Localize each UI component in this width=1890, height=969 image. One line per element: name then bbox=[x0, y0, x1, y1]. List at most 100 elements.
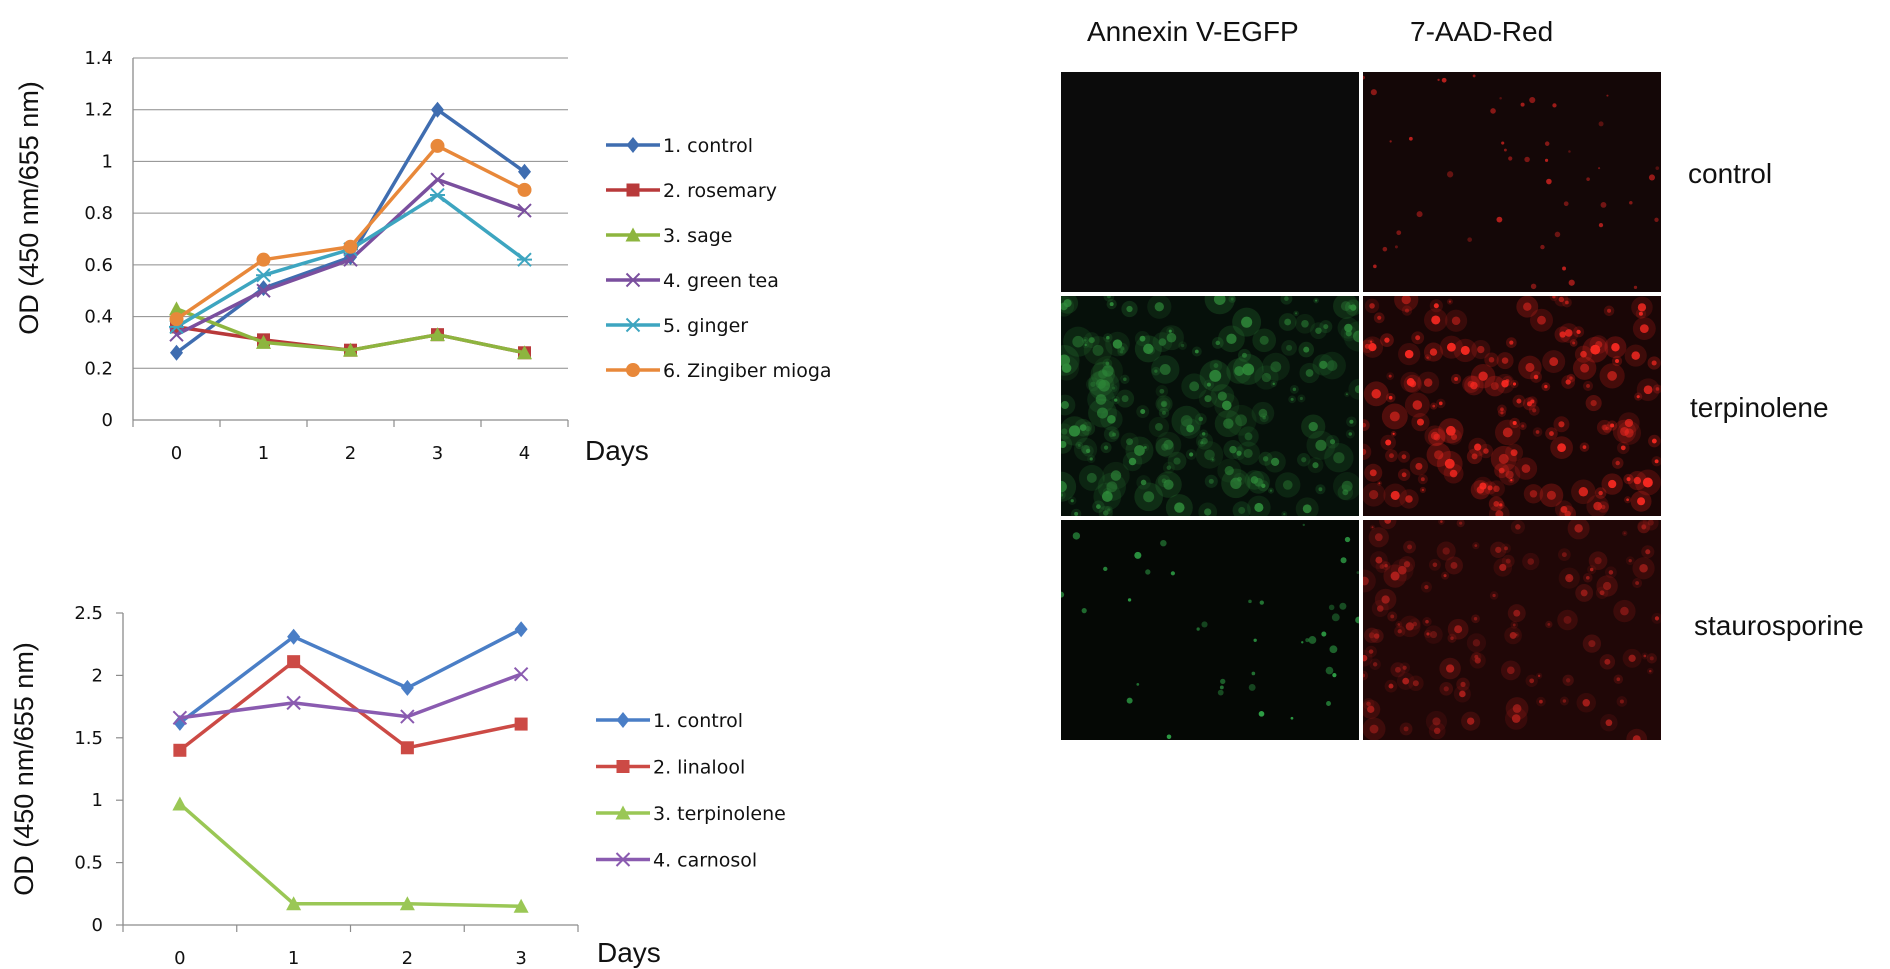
legend-marker bbox=[626, 363, 640, 377]
data-point bbox=[517, 252, 532, 267]
data-point bbox=[431, 101, 444, 118]
legend-marker bbox=[626, 183, 640, 197]
legend-label: 4. green tea bbox=[663, 270, 779, 292]
row-label-staurosporine: staurosporine bbox=[1694, 610, 1864, 641]
micrograph-control-red bbox=[1363, 72, 1661, 292]
data-point bbox=[343, 342, 358, 357]
micrograph-control-green bbox=[1061, 72, 1359, 292]
y-tick-label: 0.8 bbox=[84, 203, 113, 224]
y-tick-label: 0.4 bbox=[84, 307, 113, 328]
data-point bbox=[343, 239, 358, 254]
x-tick-label: 3 bbox=[432, 443, 443, 464]
legend-entry: 1. control bbox=[596, 710, 743, 732]
x-axis-title: Days bbox=[585, 435, 649, 466]
legend-marker bbox=[616, 760, 630, 773]
data-point bbox=[430, 172, 445, 187]
y-tick-label: 1.2 bbox=[84, 100, 113, 121]
x-tick-label: 0 bbox=[171, 443, 182, 464]
legend-label: 1. control bbox=[663, 135, 753, 157]
micrograph-staurosporine-green bbox=[1061, 520, 1359, 740]
legend-entry: 3. terpinolene bbox=[596, 803, 786, 825]
series-4 bbox=[172, 666, 529, 726]
series-line bbox=[179, 672, 522, 720]
data-point bbox=[172, 710, 188, 726]
data-point bbox=[430, 138, 445, 153]
legend-marker bbox=[626, 137, 640, 153]
series-line bbox=[178, 802, 522, 909]
series-line bbox=[178, 659, 522, 752]
series-line bbox=[178, 627, 522, 725]
legend-label: 3. sage bbox=[663, 225, 732, 247]
legend-marker bbox=[615, 852, 631, 867]
x-tick-label: 0 bbox=[174, 948, 185, 969]
data-point bbox=[169, 312, 184, 327]
data-point bbox=[517, 345, 532, 360]
data-point bbox=[513, 666, 529, 682]
series-3 bbox=[169, 301, 532, 360]
legend-label: 1. control bbox=[653, 710, 743, 732]
data-point bbox=[399, 896, 415, 911]
legend-entry: 6. Zingiber mioga bbox=[606, 360, 832, 382]
y-tick-label: 1.4 bbox=[84, 48, 113, 69]
legend-entry: 1. control bbox=[606, 135, 753, 157]
legend-marker bbox=[616, 712, 630, 728]
data-point bbox=[514, 717, 528, 731]
legend-label: 6. Zingiber mioga bbox=[663, 360, 832, 382]
x-axis-title: Days bbox=[597, 937, 661, 968]
chart-2: 0 0.5 1 1.5 2 2.5 0 1 2 3 OD (450 nm/655 nm) Days 1.… bbox=[9, 603, 786, 969]
legend-label: 3. terpinolene bbox=[653, 803, 786, 825]
y-tick-label: 2.5 bbox=[74, 603, 103, 624]
micrograph-staurosporine-red bbox=[1363, 520, 1661, 740]
data-point bbox=[517, 203, 532, 218]
y-axis-title: OD (450 nm/655 nm) bbox=[9, 642, 39, 896]
y-tick-label: 0 bbox=[102, 410, 113, 431]
legend-entry: 2. linalool bbox=[596, 757, 745, 779]
legend-label: 2. rosemary bbox=[663, 180, 777, 202]
legend-entry: 5. ginger bbox=[606, 315, 748, 337]
y-tick-label: 0.5 bbox=[74, 853, 103, 874]
chart-1: 0 0.2 0.4 0.6 0.8 1 1.2 1.4 0 1 2 3 4 OD (450 nm/655 … bbox=[14, 48, 832, 466]
data-point bbox=[513, 898, 529, 913]
data-point bbox=[400, 679, 414, 696]
legend-label: 2. linalool bbox=[653, 757, 745, 779]
legend-entry: 4. green tea bbox=[606, 270, 779, 292]
x-tick-label: 1 bbox=[288, 948, 299, 969]
data-point bbox=[256, 334, 271, 349]
data-point bbox=[518, 163, 531, 180]
data-point bbox=[400, 709, 415, 724]
legend-entry: 3. sage bbox=[606, 225, 732, 247]
y-tick-label: 0 bbox=[92, 915, 103, 936]
data-point bbox=[514, 621, 528, 638]
x-tick-label: 1 bbox=[258, 443, 269, 464]
data-point bbox=[256, 252, 271, 267]
series-line bbox=[175, 144, 526, 321]
y-tick-label: 1 bbox=[92, 790, 103, 811]
data-point bbox=[286, 695, 301, 711]
x-tick-label: 2 bbox=[402, 948, 413, 969]
y-tick-label: 0.2 bbox=[84, 358, 113, 379]
y-tick-label: 1.5 bbox=[74, 728, 103, 749]
y-axis-title: OD (450 nm/655 nm) bbox=[14, 81, 44, 335]
data-point bbox=[430, 187, 445, 203]
series-3 bbox=[172, 796, 529, 913]
data-point bbox=[287, 655, 301, 669]
data-point bbox=[256, 283, 271, 298]
data-point bbox=[170, 344, 183, 361]
legend-label: 5. ginger bbox=[663, 315, 748, 337]
legend-entry: 2. rosemary bbox=[606, 180, 777, 202]
data-point bbox=[400, 741, 414, 755]
data-point bbox=[172, 796, 188, 811]
data-point bbox=[343, 252, 358, 267]
row-label-terpinolene: terpinolene bbox=[1690, 392, 1829, 423]
y-tick-label: 1 bbox=[102, 151, 113, 172]
data-point bbox=[287, 628, 301, 645]
series-6 bbox=[169, 138, 532, 327]
data-point bbox=[256, 267, 271, 283]
y-tick-label: 0.6 bbox=[84, 255, 113, 276]
data-point bbox=[169, 301, 184, 316]
column-title-7aad: 7-AAD-Red bbox=[1410, 16, 1554, 47]
data-point bbox=[286, 896, 302, 911]
legend-label: 4. carnosol bbox=[653, 850, 757, 872]
legend-marker bbox=[615, 805, 631, 820]
